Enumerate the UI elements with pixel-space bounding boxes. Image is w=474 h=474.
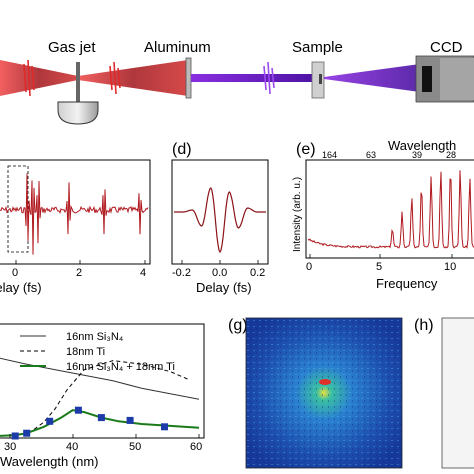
laser-beam-input	[0, 60, 78, 96]
panel-e-top-tick-39: 39	[412, 150, 422, 160]
panel-e-tick-5: 5	[376, 261, 382, 273]
panel-c-ticks	[15, 260, 146, 264]
panel-d-trace	[174, 186, 266, 254]
panel-d-tick-pos: 0.2	[250, 267, 265, 279]
panel-f-tick-30: 30	[4, 441, 16, 453]
measured-point	[126, 416, 134, 424]
panel-f-tick-40: 40	[66, 441, 78, 453]
reconstruction-image	[441, 317, 474, 469]
panel-d-tick-zero: 0.0	[212, 267, 227, 279]
panel-f: 16nm Si₃N₄ 18nm Ti 16nm Si₃N₄ + 18nm Ti …	[0, 323, 205, 469]
label-aluminum: Aluminum	[144, 39, 211, 56]
panel-e-ticks	[309, 254, 453, 258]
panel-c-xlabel: Delay (fs)	[0, 280, 42, 295]
series-measured	[11, 406, 168, 440]
legend-label-si3n4: 16nm Si₃N₄	[66, 331, 124, 343]
measured-point	[74, 406, 82, 414]
panel-c-tick-4: 4	[140, 267, 146, 279]
gas-jet-nozzle	[57, 62, 99, 125]
panel-c-trace	[0, 173, 149, 255]
panel-e-tag: (e)	[296, 141, 316, 158]
measured-point	[97, 414, 105, 422]
xuv-beam	[191, 74, 319, 82]
panel-f-legend: 16nm Si₃N₄ 18nm Ti 16nm Si₃N₄ + 18nm Ti	[20, 331, 175, 373]
panel-g-tag: (g)	[228, 317, 248, 334]
panel-f-frame	[0, 323, 205, 439]
panel-d-tick-neg: -0.2	[172, 267, 191, 279]
label-ccd: CCD	[430, 39, 463, 56]
red-pulses	[23, 59, 121, 97]
panel-e-top-tick-63: 63	[366, 150, 376, 160]
panel-d-tag: (d)	[172, 141, 192, 158]
ccd-camera	[415, 55, 474, 103]
diffraction-noise	[246, 318, 402, 468]
panel-c-tick-2: 2	[76, 267, 82, 279]
series-ti	[20, 360, 188, 435]
setup-schematic: Gas jet Aluminum Sample CCD	[0, 39, 474, 125]
panel-f-ticks	[9, 434, 200, 438]
panel-f-tick-60: 60	[190, 441, 202, 453]
panel-e: (e) Wavelength 164 63 39 28 Intensity (a…	[292, 138, 474, 291]
panel-e-tick-10: 10	[444, 261, 456, 273]
panel-f-xlabel: Wavelength (nm)	[0, 454, 99, 469]
panel-d-xlabel: Delay (fs)	[196, 280, 252, 295]
panel-e-top-tick-28: 28	[446, 150, 456, 160]
panel-e-trace	[307, 170, 474, 249]
sample-holder	[311, 61, 325, 99]
measured-point	[161, 423, 168, 431]
panel-d-ticks	[181, 260, 259, 264]
panel-f-tick-50: 50	[129, 441, 141, 453]
panel-e-xlabel: Frequency	[376, 276, 438, 291]
panel-e-top-tick-164: 164	[322, 150, 337, 160]
panel-g-frame	[245, 317, 403, 469]
diffracted-beam	[324, 64, 420, 92]
measured-point	[11, 432, 19, 440]
panel-g: (g)	[228, 317, 403, 469]
measured-point	[23, 429, 31, 437]
laser-beam-output	[78, 60, 188, 96]
panel-c: 0 2 4 Delay (fs)	[0, 159, 151, 295]
panel-e-frame	[305, 159, 474, 259]
panel-e-top-label: Wavelength	[388, 138, 456, 153]
label-sample: Sample	[292, 39, 343, 56]
panel-c-tick-0: 0	[12, 267, 18, 279]
diffraction-center	[319, 379, 331, 385]
label-gas-jet: Gas jet	[48, 39, 96, 56]
panel-e-ylabel: Intensity (arb. u.)	[292, 177, 303, 252]
purple-pulses	[263, 61, 275, 95]
legend-label-combined: 16nm Si₃N₄ + 18nm Ti	[66, 361, 175, 373]
panel-h: (h)	[414, 317, 474, 469]
measured-point	[46, 417, 54, 425]
panel-e-tick-0: 0	[306, 261, 312, 273]
panel-h-tag: (h)	[414, 317, 434, 334]
panel-c-frame	[0, 159, 151, 265]
legend-label-ti: 18nm Ti	[66, 346, 105, 358]
aluminum-filter	[185, 57, 192, 99]
panel-d: (d) -0.2 0.0 0.2 Delay (fs)	[171, 141, 269, 295]
